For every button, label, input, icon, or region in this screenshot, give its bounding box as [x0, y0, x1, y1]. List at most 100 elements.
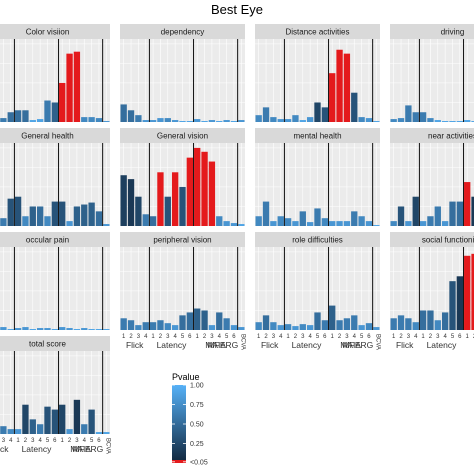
bar	[208, 120, 216, 122]
bar	[157, 118, 164, 122]
facet-strip-label: near activities	[428, 132, 474, 141]
x-group-label-bcva: BCVA	[104, 438, 110, 454]
bar	[449, 121, 456, 122]
bar	[216, 121, 223, 122]
bar	[405, 221, 412, 226]
facet-strip-label: General vision	[157, 132, 208, 141]
x-tick-label: 1	[257, 334, 261, 340]
bar	[351, 315, 358, 330]
bar	[405, 318, 412, 330]
bar	[321, 320, 329, 330]
bar	[471, 253, 474, 330]
facet-strip-label: Distance activities	[285, 28, 349, 37]
bar	[186, 312, 194, 330]
x-tick-label: 2	[429, 334, 433, 340]
facet-panel: peripheral vision	[120, 232, 245, 330]
bar	[434, 320, 441, 330]
x-tick-label: 1	[466, 334, 470, 340]
x-tick-label: 2	[203, 334, 207, 340]
bar	[59, 404, 66, 434]
bar	[336, 320, 343, 330]
facet-panel: role difficulties	[255, 232, 380, 330]
x-tick-label: 2	[338, 334, 342, 340]
bar	[397, 206, 405, 226]
bar	[456, 276, 464, 330]
x-tick-label: 5	[316, 334, 320, 340]
x-tick-label: 1	[122, 334, 126, 340]
facet-panel: social functioning	[390, 232, 474, 330]
x-tick-label: 3	[272, 334, 276, 340]
x-tick-label: 3	[31, 438, 35, 444]
bar	[306, 325, 314, 330]
facet-panel: General health	[0, 128, 110, 226]
x-tick-label: 2	[129, 334, 133, 340]
bar	[7, 112, 14, 122]
facet-strip	[0, 24, 110, 39]
x-tick-label: 3	[407, 334, 411, 340]
bar	[449, 281, 456, 330]
bar	[14, 110, 22, 122]
bar	[36, 328, 44, 330]
bar	[149, 322, 157, 330]
bar	[434, 206, 441, 226]
bar	[321, 218, 329, 226]
bar	[412, 196, 419, 226]
bar	[7, 329, 14, 330]
bar	[464, 120, 471, 122]
bar	[171, 325, 179, 330]
x-tick-label: 6	[232, 334, 236, 340]
bar	[230, 223, 238, 226]
bar	[471, 196, 474, 226]
bar	[255, 322, 262, 330]
x-tick-label: 6	[97, 438, 101, 444]
x-group-label: Flick	[126, 340, 144, 350]
x-tick-label: 4	[9, 438, 13, 444]
x-tick-label: 3	[301, 334, 305, 340]
bar	[186, 121, 194, 122]
x-tick-label: 2	[24, 438, 28, 444]
x-tick-label: 4	[38, 438, 42, 444]
bar	[88, 117, 95, 122]
bar	[216, 216, 223, 226]
bar	[73, 399, 81, 434]
x-axis: 1234123456123456FlickLatencyMAIAMFERGBCV…	[392, 334, 474, 350]
bar	[412, 112, 419, 122]
bar	[7, 198, 14, 226]
bar	[223, 318, 230, 330]
bar	[103, 121, 110, 122]
x-axis: 1234123456123456FlickLatencyMAIAMFERGBCV…	[0, 438, 110, 454]
legend: Pvalue 1.00 0.75 0.50 0.25 <0.05	[172, 372, 208, 466]
x-tick-label: 4	[218, 334, 222, 340]
x-tick-label: 3	[210, 334, 214, 340]
bar	[51, 201, 59, 226]
bar	[238, 224, 245, 226]
bar	[365, 221, 373, 226]
bar	[427, 216, 434, 226]
bar	[22, 404, 29, 434]
bar	[44, 406, 51, 434]
facet-strip	[0, 128, 110, 143]
x-tick-label: 4	[144, 334, 148, 340]
x-tick-label: 1	[16, 438, 20, 444]
bar	[81, 204, 88, 226]
x-group-label: Latency	[427, 340, 458, 350]
bar	[292, 221, 299, 226]
bar	[59, 327, 66, 330]
bar	[434, 120, 441, 122]
bar	[456, 201, 464, 226]
x-tick-label: 2	[159, 334, 163, 340]
bar	[277, 119, 284, 122]
bar	[127, 320, 135, 330]
x-group-label: MFERG	[208, 340, 239, 350]
bar	[230, 121, 238, 122]
bar	[270, 221, 277, 226]
bar	[314, 208, 321, 226]
bar	[262, 201, 270, 226]
facet-strip	[0, 336, 110, 351]
bar	[164, 118, 171, 122]
bar	[0, 327, 7, 330]
x-tick-label: 3	[2, 438, 6, 444]
bar	[171, 120, 179, 122]
facet-strip	[120, 232, 245, 247]
bar	[120, 104, 127, 122]
